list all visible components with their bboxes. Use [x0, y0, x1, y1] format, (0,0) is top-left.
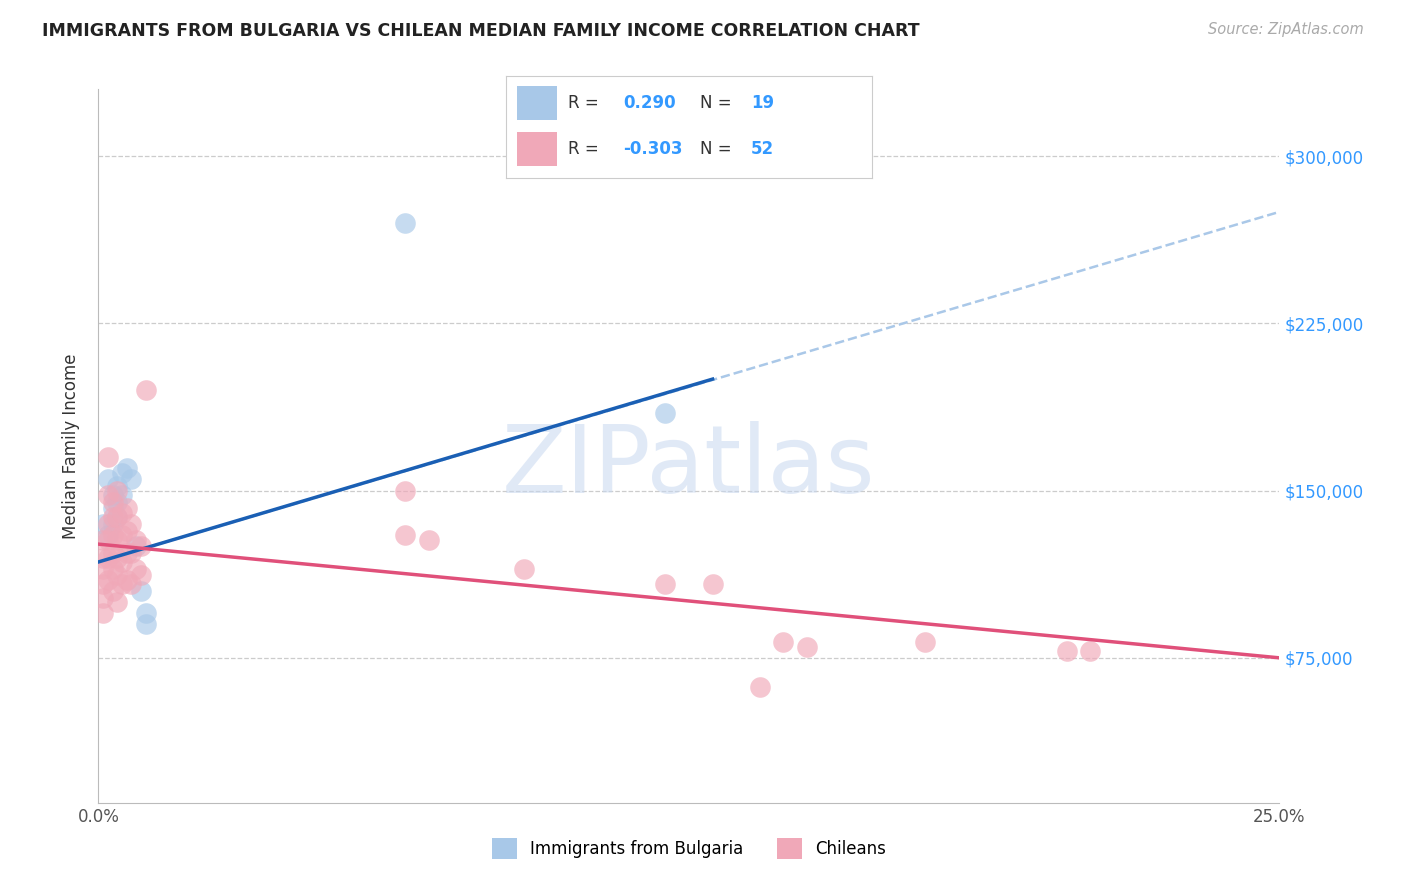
Point	[105, 483, 128, 498]
Point	[115, 524, 138, 538]
Text: IMMIGRANTS FROM BULGARIA VS CHILEAN MEDIAN FAMILY INCOME CORRELATION CHART: IMMIGRANTS FROM BULGARIA VS CHILEAN MEDI…	[42, 22, 920, 40]
Point	[101, 583, 124, 598]
Point	[111, 577, 134, 591]
Point	[135, 607, 157, 621]
Point	[121, 577, 143, 591]
Point	[91, 577, 114, 591]
Point	[115, 546, 138, 560]
Point	[394, 216, 416, 230]
Point	[115, 501, 138, 516]
Legend: Immigrants from Bulgaria, Chileans: Immigrants from Bulgaria, Chileans	[492, 838, 886, 859]
Point	[1080, 644, 1102, 658]
Point	[125, 533, 148, 547]
Point	[101, 528, 124, 542]
Point	[702, 577, 724, 591]
Text: Source: ZipAtlas.com: Source: ZipAtlas.com	[1208, 22, 1364, 37]
Point	[101, 546, 124, 560]
Point	[97, 450, 120, 464]
Point	[418, 533, 440, 547]
Point	[135, 383, 157, 397]
Point	[101, 501, 124, 516]
Point	[748, 680, 770, 694]
Point	[101, 516, 124, 531]
FancyBboxPatch shape	[517, 132, 557, 166]
Text: N =: N =	[700, 140, 737, 158]
Text: N =: N =	[700, 94, 737, 112]
Y-axis label: Median Family Income: Median Family Income	[62, 353, 80, 539]
Point	[91, 516, 114, 531]
Point	[105, 479, 128, 493]
Point	[654, 405, 676, 419]
Point	[101, 510, 124, 524]
Text: R =: R =	[568, 94, 605, 112]
Point	[97, 550, 120, 565]
Point	[129, 539, 152, 553]
Point	[1056, 644, 1078, 658]
Point	[101, 562, 124, 576]
Point	[97, 472, 120, 486]
Point	[97, 516, 120, 531]
Text: 19: 19	[751, 94, 775, 112]
Point	[111, 555, 134, 569]
Point	[105, 494, 128, 508]
Point	[111, 528, 134, 542]
Point	[121, 546, 143, 560]
Point	[129, 583, 152, 598]
Point	[111, 488, 134, 502]
Point	[125, 562, 148, 576]
Text: R =: R =	[568, 140, 605, 158]
Point	[394, 528, 416, 542]
Point	[654, 577, 676, 591]
Point	[394, 483, 416, 498]
Text: 52: 52	[751, 140, 775, 158]
Point	[101, 488, 124, 502]
Point	[111, 506, 134, 520]
Text: -0.303: -0.303	[623, 140, 683, 158]
Point	[111, 466, 134, 480]
Point	[121, 516, 143, 531]
Point	[97, 573, 120, 587]
Point	[105, 510, 128, 524]
Point	[97, 533, 120, 547]
Point	[135, 617, 157, 632]
Point	[914, 635, 936, 649]
Point	[91, 607, 114, 621]
Text: 0.290: 0.290	[623, 94, 676, 112]
Point	[97, 528, 120, 542]
Point	[91, 591, 114, 605]
Point	[101, 494, 124, 508]
Text: ZIPatlas: ZIPatlas	[502, 421, 876, 514]
Point	[121, 472, 143, 486]
FancyBboxPatch shape	[517, 87, 557, 120]
Point	[772, 635, 794, 649]
Point	[512, 562, 534, 576]
Point	[115, 573, 138, 587]
Point	[796, 640, 818, 654]
Point	[97, 488, 120, 502]
Point	[129, 568, 152, 582]
Point	[105, 568, 128, 582]
Point	[105, 550, 128, 565]
Point	[91, 562, 114, 576]
Point	[105, 533, 128, 547]
Point	[115, 461, 138, 475]
Point	[105, 595, 128, 609]
Point	[125, 539, 148, 553]
Point	[105, 510, 128, 524]
Point	[91, 550, 114, 565]
Point	[91, 533, 114, 547]
